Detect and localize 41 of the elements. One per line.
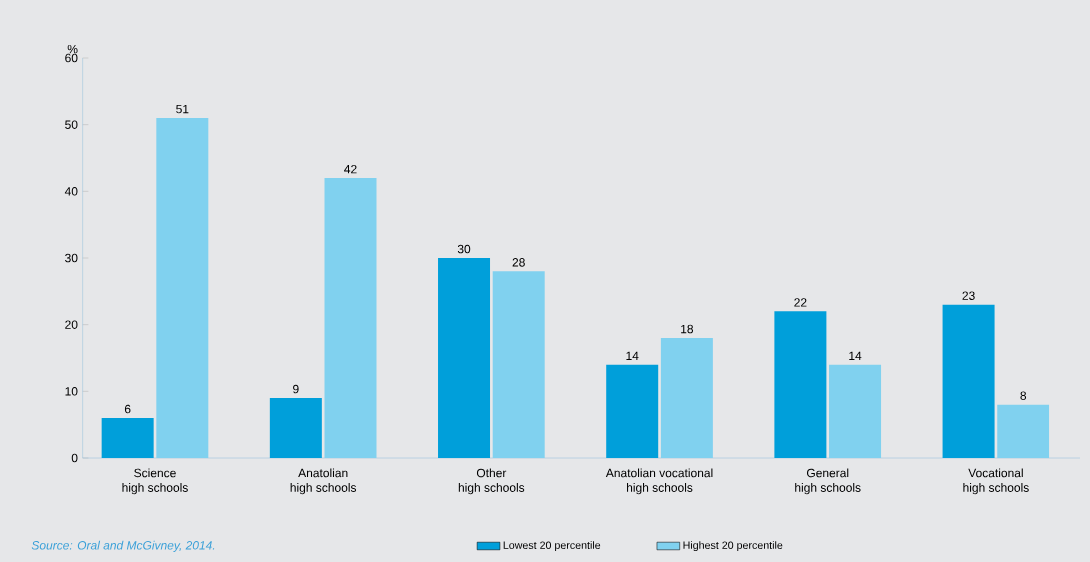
source-note: Source: Oral and McGivney, 2014.: [31, 540, 215, 552]
y-tick-label: 60: [65, 53, 78, 63]
bar: [101, 418, 154, 458]
data-label: 23: [962, 291, 975, 300]
data-label: 6: [124, 404, 131, 414]
y-tick-label: 30: [65, 253, 78, 263]
bar: [156, 118, 209, 458]
data-label: 18: [681, 324, 694, 334]
data-label: 14: [849, 351, 862, 360]
data-label: 51: [176, 104, 189, 114]
y-tick-label: 50: [65, 120, 78, 129]
data-label: 9: [293, 384, 299, 394]
y-tick-label: 20: [65, 320, 78, 329]
bar: [324, 178, 377, 458]
legend-label: Lowest 20 percentile: [503, 541, 601, 552]
bar: [660, 338, 713, 458]
data-label: 22: [794, 298, 807, 307]
bar: [492, 271, 545, 458]
y-tick-label: 10: [65, 387, 78, 396]
y-tick-label: 40: [64, 187, 78, 196]
data-label: 30: [457, 244, 471, 254]
data-label: 28: [512, 258, 525, 267]
bar: [438, 258, 491, 458]
bar: [942, 304, 995, 458]
x-tick-label: Vocational high schools: [963, 468, 1029, 495]
x-tick-label: Anatolian vocational high schools: [605, 468, 713, 495]
y-axis-title: %: [67, 44, 78, 54]
legend-label: Highest 20 percentile: [683, 541, 783, 552]
x-tick-label: Other high schools: [458, 468, 525, 495]
bar: [606, 364, 659, 458]
x-tick-label: Anatolian high schools: [290, 468, 357, 495]
bar: [829, 364, 882, 458]
data-label: 14: [626, 351, 639, 360]
bar: [997, 404, 1050, 458]
y-tick-label: 0: [71, 453, 78, 463]
x-tick-label: General high schools: [795, 468, 861, 495]
data-label: 8: [1020, 391, 1027, 400]
data-label: 42: [344, 164, 357, 174]
bar: [774, 311, 827, 458]
x-tick-label: Science high schools: [122, 468, 188, 495]
bar: [269, 398, 322, 458]
